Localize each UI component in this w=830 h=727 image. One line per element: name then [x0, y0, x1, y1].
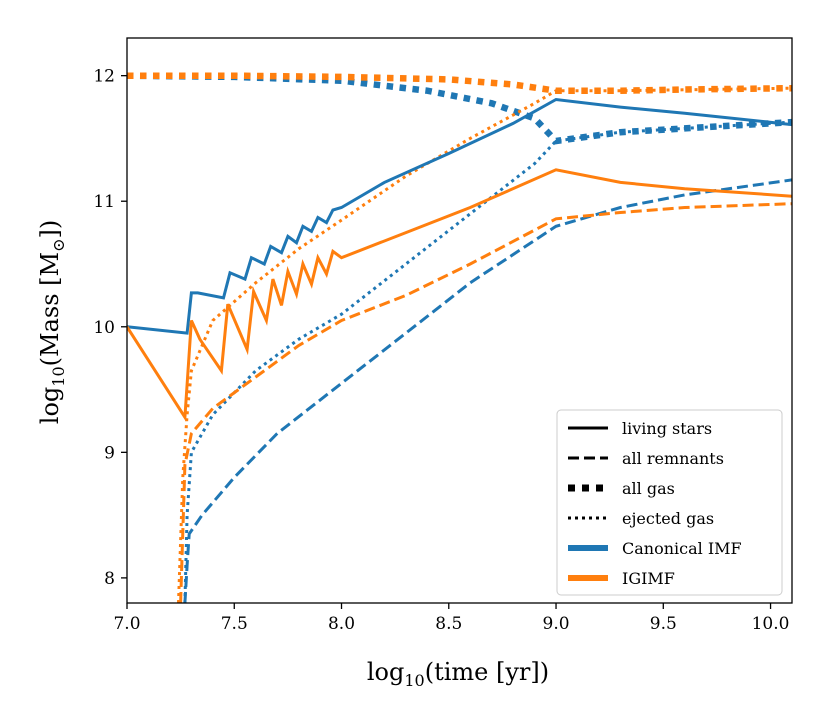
x-tick-label: 9.0: [543, 614, 570, 634]
series-line-igimf-all-gas: [127, 72, 792, 94]
y-tick-label: 11: [93, 192, 115, 212]
y-tick-label: 12: [93, 67, 115, 87]
legend-label-all-remnants: all remnants: [622, 449, 724, 468]
x-tick-label: 8.0: [328, 614, 355, 634]
legend-box: [556, 409, 783, 596]
x-tick-label: 7.5: [221, 614, 248, 634]
x-tick-label: 9.5: [650, 614, 677, 634]
series-line-igimf-all-remnants: [179, 202, 792, 603]
x-axis-label: log10(time [yr]): [367, 658, 549, 690]
legend-label-ejected-gas: ejected gas: [622, 509, 714, 528]
x-tick-label: 8.5: [435, 614, 462, 634]
x-tick-label: 7.0: [113, 614, 140, 634]
legend-label-living-stars: living stars: [622, 419, 712, 438]
y-axis-label: log10(Mass [M⊙]): [36, 220, 68, 424]
series-layer: [127, 72, 792, 603]
legend-label-igimf: IGIMF: [622, 569, 675, 588]
ticks-layer: 7.0 7.5 8.0 8.5 9.0 9.5 10.0 8 9 10 11 12: [93, 67, 789, 634]
series-line-canonical-imf-all-remnants: [183, 178, 792, 603]
series-line-igimf-living-stars: [127, 168, 792, 422]
y-tick-label: 8: [104, 569, 115, 589]
series-line-canonical-imf-ejected-gas: [183, 120, 792, 603]
x-tick-label: 10.0: [752, 614, 790, 634]
legend: living stars all remnants all gas ejecte…: [556, 409, 783, 596]
y-tick-label: 10: [93, 318, 115, 338]
y-tick-label: 9: [104, 443, 115, 463]
series-line-canonical-imf-living-stars: [127, 97, 792, 335]
legend-label-all-gas: all gas: [622, 479, 675, 498]
legend-label-canonical-imf: Canonical IMF: [622, 539, 742, 558]
plot-frame: [126, 37, 793, 604]
